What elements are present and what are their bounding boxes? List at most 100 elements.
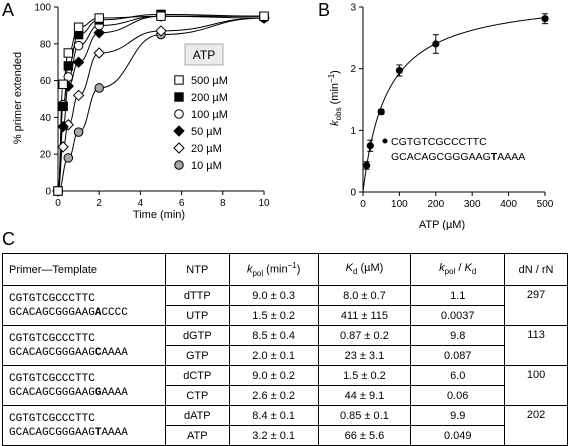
kpol-cell: 2.0 ± 0.1 <box>228 345 319 366</box>
kd-cell: 0.85 ± 0.1 <box>317 405 412 426</box>
ratio-cell: 6.0 <box>410 365 506 386</box>
chart-a-legend-label: 50 µM <box>191 126 222 138</box>
chart-b-annotation-top: CGTGTCGCCCTTC <box>391 136 487 148</box>
chart-a-point-series-0 <box>58 79 68 89</box>
chart-b-y-tick-label: 2 <box>350 64 356 75</box>
chart-a-point-series-0 <box>156 11 166 21</box>
chart-a-point-series-0 <box>94 13 104 23</box>
primer-template-sequence: CGTGTCGCCCTTC GCACAGCGGGAAGCAAAA <box>2 325 166 366</box>
dn-rn-cell: 100 <box>504 365 568 406</box>
chart-b-x-tick-label: 300 <box>464 199 481 210</box>
chart-a-legend-label: 500 µM <box>191 75 228 87</box>
chart-b-point <box>366 142 374 150</box>
chart-b-fit-line <box>362 17 546 193</box>
chart-a-legend-marker <box>174 109 184 119</box>
chart-a-legend-title-box <box>184 43 224 66</box>
kpol-cell: 1.5 ± 0.2 <box>228 305 319 326</box>
ntp-cell: CTP <box>164 385 230 406</box>
chart-a-line-series-4 <box>57 17 265 192</box>
template-sequence: GCACAGCGGGAAGTAAAA <box>9 426 128 439</box>
chart-a-point-series-0 <box>259 11 269 21</box>
chart-b-y-tick-label: 1 <box>350 126 356 137</box>
chart-a-point-series-1 <box>58 101 68 112</box>
chart-b-markers <box>363 13 549 170</box>
kd-cell: 411 ± 115 <box>317 305 412 326</box>
primer-sequence: CGTGTCGCCCTTC <box>9 412 95 425</box>
kpol-cell: 9.0 ± 0.2 <box>228 365 319 386</box>
chart-b-x-axis-label: ATP (µM) <box>419 219 465 230</box>
header-dn-rn: dN / rN <box>504 253 568 286</box>
kd-cell: 23 ± 3.1 <box>317 345 412 366</box>
header-primer-template: Primer—Template <box>2 253 166 286</box>
chart-b-point <box>432 40 440 48</box>
dn-rn-cell: 113 <box>504 325 568 366</box>
kpol-cell: 8.4 ± 0.1 <box>228 405 319 426</box>
header-ntp: NTP <box>164 253 230 286</box>
template-sequence: GCACAGCGGGAAGGAAAA <box>9 386 128 399</box>
chart-a-y-tick-label: 20 <box>40 150 52 161</box>
table-header-row: Primer—Template NTP kpol (min−1) Kd (µM)… <box>2 253 568 286</box>
chart-a-y-tick-label: 60 <box>40 76 52 87</box>
kd-cell: 8.0 ± 0.7 <box>317 285 412 306</box>
primer-template-sequence: CGTGTCGCCCTTC GCACAGCGGGAAGGAAAA <box>2 365 166 406</box>
chart-b-y-tick-label: 3 <box>350 3 356 14</box>
chart-a-point-series-1 <box>63 61 73 71</box>
chart-b-y-axis-label: kobs (min−1) <box>327 70 343 126</box>
panel-letter-a: A <box>2 0 15 20</box>
kpol-cell: 9.0 ± 0.3 <box>228 285 319 306</box>
chart-a-legend-label: 100 µM <box>191 109 228 121</box>
chart-a-point-series-4 <box>72 89 85 102</box>
primer-sequence: CGTGTCGCCCTTC <box>9 372 95 385</box>
primer-template-sequence: CGTGTCGCCCTTC GCACAGCGGGAAGACCCC <box>2 285 166 326</box>
chart-a-line-series-5 <box>57 17 265 192</box>
header-kd: Kd (µM) <box>317 253 412 286</box>
chart-a-line-series-3 <box>57 15 265 192</box>
table-row: CGTGTCGCCCTTC GCACAGCGGGAAGACCCC dTTP 9.0 ±… <box>2 285 568 326</box>
chart-a-legend-marker <box>173 142 185 154</box>
table-row: CGTGTCGCCCTTC GCACAGCGGGAAGCAAAA dGTP 8.5 ±… <box>2 325 568 366</box>
table-row: CGTGTCGCCCTTC GCACAGCGGGAAGTAAAA dATP 8.4 ±… <box>2 405 568 446</box>
chart-b-annotation: CGTGTCGCCCTTC GCACAGCGGGAAGTAAAA <box>382 136 525 163</box>
chart-a-x-tick-label: 4 <box>138 198 144 209</box>
chart-b-x-tick-label: 500 <box>537 199 554 210</box>
ntp-cell: dGTP <box>164 325 230 346</box>
chart-a-legend-marker <box>174 92 184 102</box>
chart-a-x-tick-label: 0 <box>55 198 61 209</box>
chart-a-legend-marker <box>173 125 185 137</box>
chart-a-point-series-4 <box>155 25 167 37</box>
chart-a-point-series-0 <box>73 22 84 32</box>
chart-a-legend: ATP 500 µM 200 µM 100 µM 50 µM 20 µM 10 µM <box>173 43 228 172</box>
ntp-cell: GTP <box>164 345 230 366</box>
chart-a-legend-label: 20 µM <box>191 143 222 155</box>
chart-a-legend-title: ATP <box>193 48 215 62</box>
primer-template-sequence: CGTGTCGCCCTTC GCACAGCGGGAAGTAAAA <box>2 405 166 446</box>
chart-a-point-series-4 <box>57 141 69 153</box>
chart-a-x-axis-label: Time (min) <box>133 209 185 221</box>
panel-letter-b: B <box>318 0 331 20</box>
dn-rn-cell: 202 <box>504 405 568 446</box>
chart-a-x-tick-label: 10 <box>258 198 270 209</box>
kd-cell: 44 ± 9.1 <box>317 385 412 406</box>
chart-a-x-tick-label: 6 <box>179 198 185 209</box>
ratio-cell: 0.06 <box>410 385 506 406</box>
kpol-cell: 2.6 ± 0.2 <box>228 385 319 406</box>
chart-a-y-tick-label: 80 <box>40 39 52 50</box>
chart-b-annotation-bottom: GCACAGCGGGAAGTAAAA <box>391 151 525 163</box>
chart-a-point-series-3 <box>57 120 69 133</box>
dn-rn-cell: 297 <box>504 285 568 326</box>
chart-a-legend-label: 10 µM <box>191 160 222 172</box>
table-row: CGTGTCGCCCTTC GCACAGCGGGAAGGAAAA dCTP 9.0 ±… <box>2 365 568 406</box>
chart-a-line-series-2 <box>57 15 264 192</box>
template-sequence: GCACAGCGGGAAGACCCC <box>9 306 128 319</box>
kinetics-table: Primer—Template NTP kpol (min−1) Kd (µM)… <box>2 253 568 446</box>
template-sequence: GCACAGCGGGAAGCAAAA <box>9 346 128 359</box>
chart-a-x-tick-label: 2 <box>96 198 102 209</box>
ratio-cell: 0.087 <box>410 345 506 366</box>
chart-b-point <box>395 66 403 75</box>
chart-a-line-series-1 <box>57 13 265 192</box>
ratio-cell: 1.1 <box>410 285 506 306</box>
chart-b-x-tick-label: 0 <box>360 199 366 210</box>
panel-letter-c: C <box>2 229 15 249</box>
